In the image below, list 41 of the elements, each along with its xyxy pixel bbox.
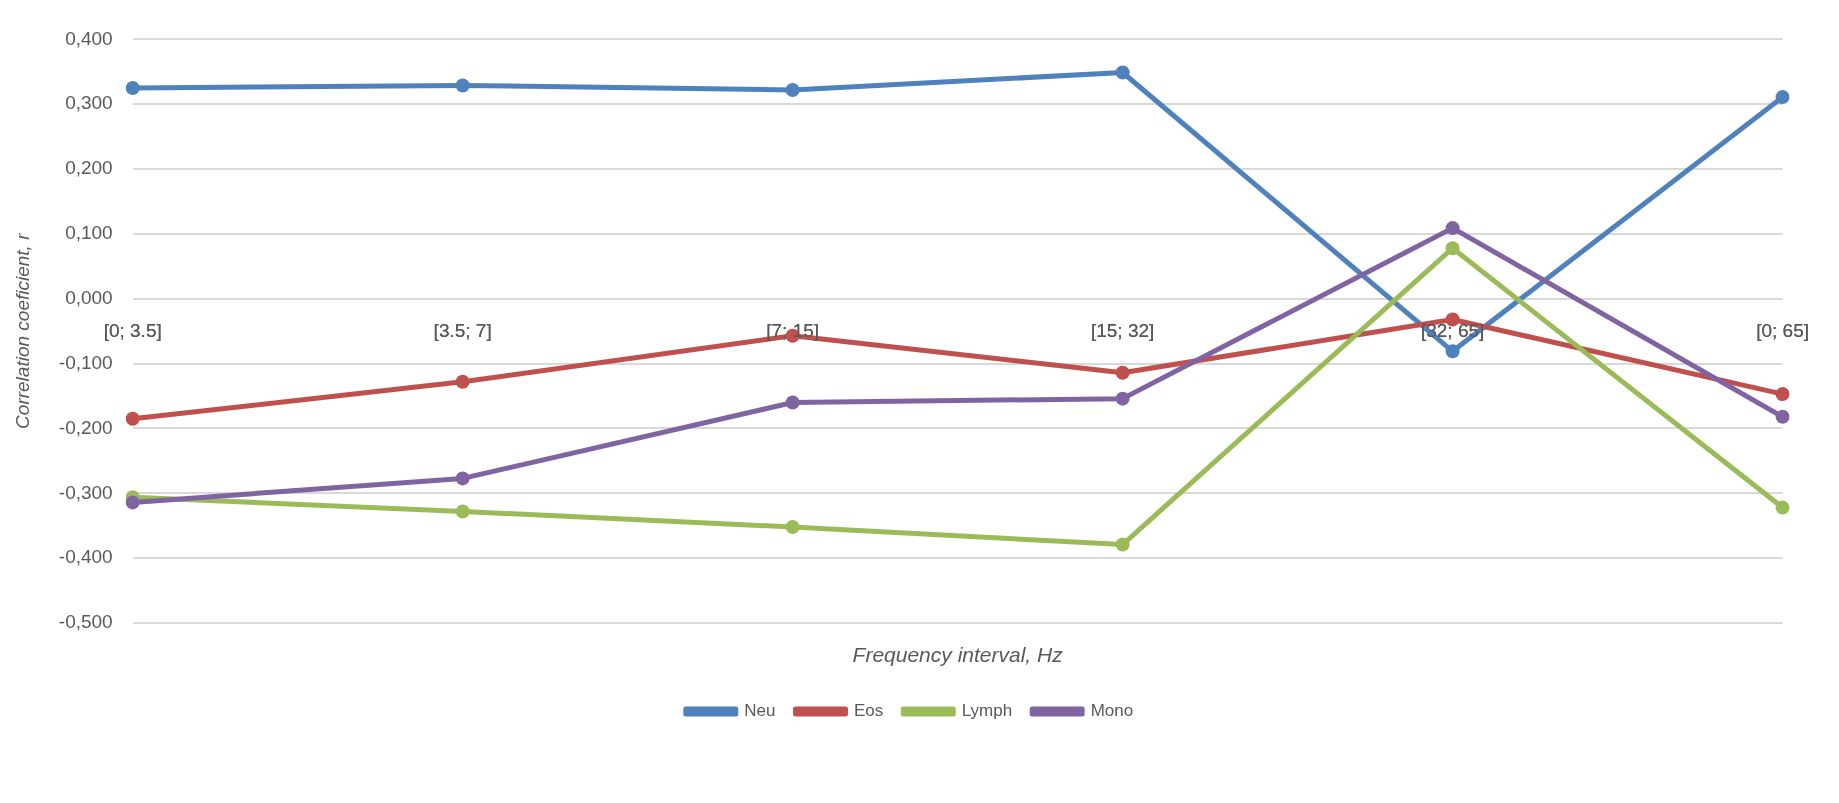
y-tick-label: -0,200 bbox=[58, 416, 113, 438]
y-tick-label: -0,500 bbox=[58, 611, 113, 633]
point bbox=[1775, 500, 1790, 515]
x-tick-label: [15; 32] bbox=[1090, 320, 1155, 342]
point bbox=[125, 495, 140, 510]
point bbox=[1445, 344, 1460, 359]
point bbox=[1445, 241, 1460, 256]
point bbox=[1115, 391, 1130, 406]
point bbox=[455, 471, 470, 486]
y-tick-label: -0,300 bbox=[58, 481, 113, 503]
y-tick-label: 0,200 bbox=[65, 157, 113, 179]
point bbox=[1115, 65, 1130, 80]
x-axis-title: Frequency interval, Hz bbox=[852, 643, 1063, 667]
y-tick-label: 0,400 bbox=[65, 27, 113, 49]
point bbox=[1115, 537, 1130, 552]
point bbox=[125, 81, 140, 96]
point bbox=[1445, 221, 1460, 236]
point bbox=[1775, 90, 1790, 105]
point bbox=[1115, 365, 1130, 380]
legend-label: Mono bbox=[1090, 701, 1134, 721]
point bbox=[125, 411, 140, 426]
legend-label: Neu bbox=[744, 701, 776, 721]
y-tick-label: 0,300 bbox=[65, 92, 113, 114]
point bbox=[455, 374, 470, 389]
y-axis-title: Correlation coeficient, r bbox=[11, 232, 33, 429]
point bbox=[1775, 409, 1790, 424]
point bbox=[1775, 387, 1790, 402]
x-tick-label: [0; 65] bbox=[1756, 320, 1810, 342]
y-tick-label: -0,100 bbox=[58, 351, 113, 373]
point bbox=[785, 82, 800, 97]
point bbox=[785, 395, 800, 410]
legend-label: Lymph bbox=[961, 701, 1013, 721]
point bbox=[455, 504, 470, 519]
legend-label: Eos bbox=[853, 701, 884, 721]
y-tick-label: 0,100 bbox=[65, 222, 113, 244]
y-tick-label: -0,400 bbox=[58, 546, 113, 568]
point bbox=[785, 520, 800, 535]
x-tick-label: [3.5; 7] bbox=[433, 320, 492, 342]
y-tick-label: 0,000 bbox=[65, 287, 113, 309]
x-tick-label: [0; 3.5] bbox=[103, 320, 162, 342]
point bbox=[455, 78, 470, 93]
